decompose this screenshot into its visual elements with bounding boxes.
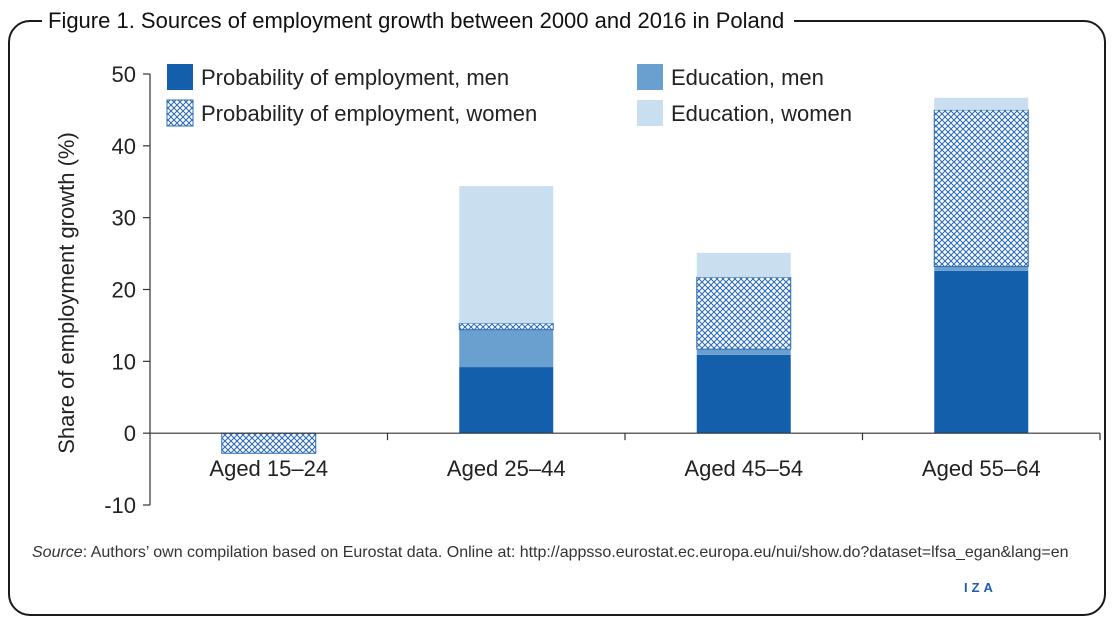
bar-segment <box>934 270 1029 434</box>
bar-segment <box>459 329 554 368</box>
bar-segment <box>696 276 792 350</box>
y-tick-label: 30 <box>112 206 136 231</box>
source-note: Source: Authors’ own compilation based o… <box>32 541 1092 564</box>
legend-swatch <box>166 99 194 127</box>
legend-swatch <box>167 64 193 90</box>
legend-label: Probability of employment, men <box>201 65 509 90</box>
bar-segment <box>934 97 1029 110</box>
legend-label: Probability of employment, women <box>201 101 537 126</box>
legend-label: Education, women <box>671 101 852 126</box>
y-tick-label: 50 <box>112 62 136 87</box>
y-tick-label: 10 <box>112 349 136 374</box>
y-tick-label: 0 <box>124 421 136 446</box>
y-tick-label: 40 <box>112 134 136 159</box>
bar-segment <box>933 109 1029 268</box>
y-axis: -10 0 10 20 30 40 50 <box>104 62 151 518</box>
bar-segment <box>221 432 317 454</box>
bar-segment <box>696 354 791 434</box>
x-tick-label: Aged 45–54 <box>684 456 803 481</box>
bar-segment <box>696 252 791 278</box>
y-tick-label: 20 <box>112 278 136 303</box>
y-axis-label: Share of employment growth (%) <box>54 132 79 454</box>
iza-logo: IZA <box>964 580 997 595</box>
bars-group <box>221 97 1029 454</box>
source-text: : Authors’ own compilation based on Euro… <box>82 544 1069 561</box>
legend: Probability of employment, men Education,… <box>166 64 852 127</box>
x-axis: Aged 15–24 Aged 25–44 Aged 45–54 Aged 55–64 <box>150 432 1101 481</box>
x-tick-label: Aged 15–24 <box>209 456 328 481</box>
bar-segment <box>934 266 1029 271</box>
x-tick-label: Aged 55–64 <box>922 456 1041 481</box>
bar-segment <box>459 186 554 324</box>
legend-swatch <box>637 64 663 90</box>
legend-swatch <box>637 100 663 126</box>
figure-title: Figure 1. Sources of employment growth b… <box>42 7 795 35</box>
bar-segment <box>459 367 554 434</box>
legend-label: Education, men <box>671 65 824 90</box>
bar-segment <box>458 322 554 331</box>
x-tick-label: Aged 25–44 <box>447 456 566 481</box>
bar-segment <box>696 349 791 355</box>
source-label: Source <box>32 544 83 561</box>
y-tick-label: -10 <box>104 493 136 518</box>
